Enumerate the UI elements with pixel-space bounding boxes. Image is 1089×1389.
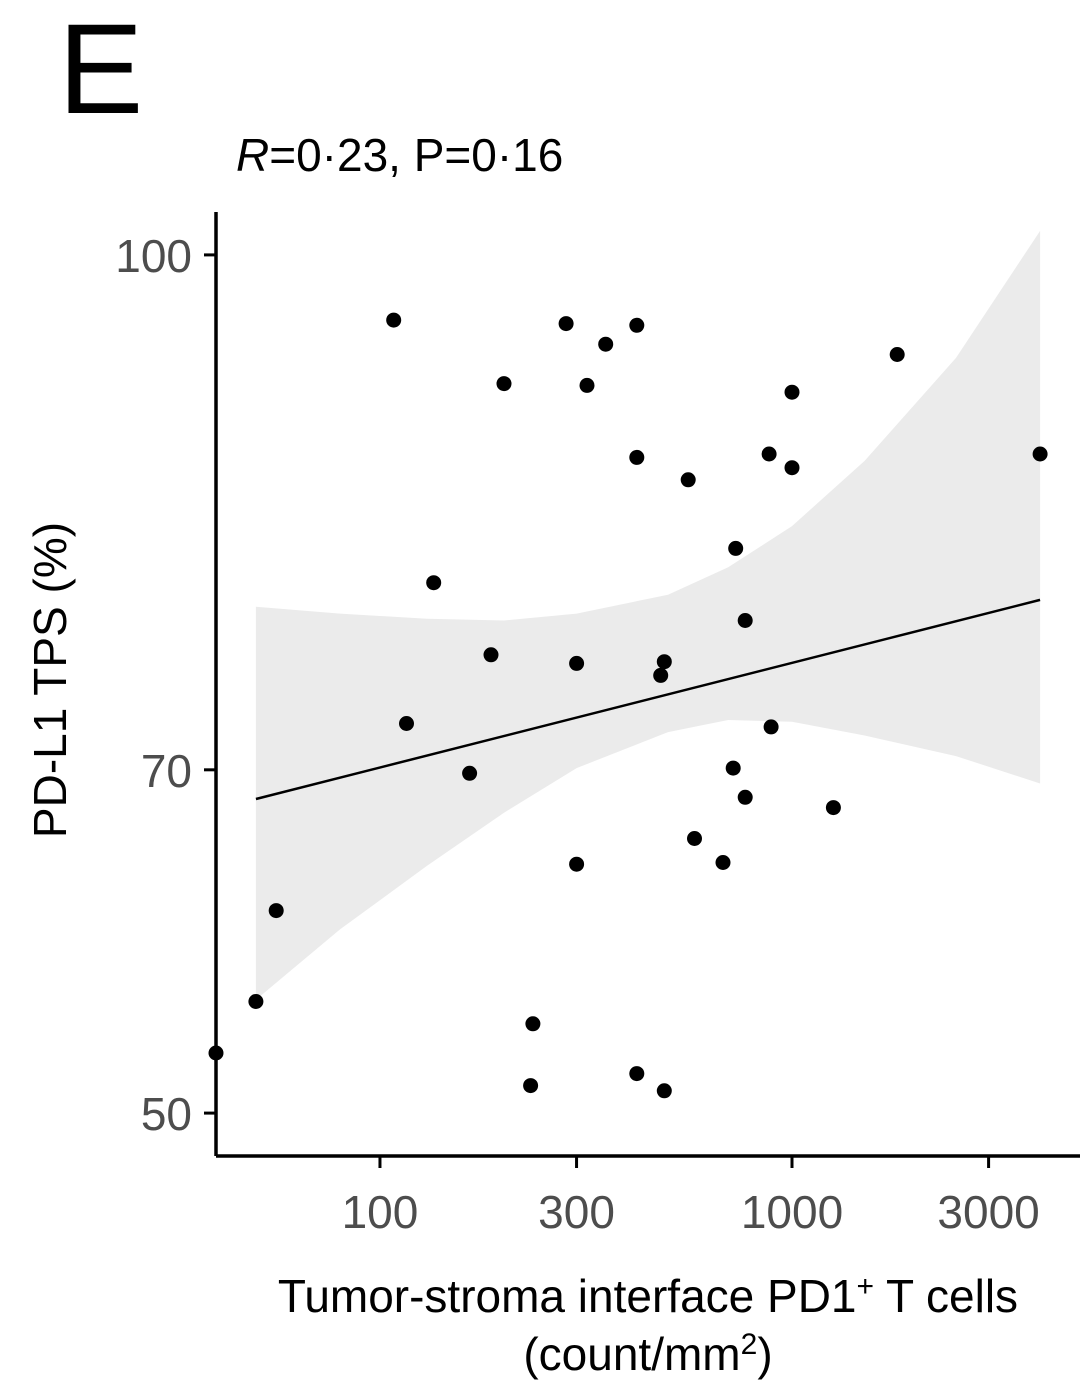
x-tick-label-3000: 3000 [937, 1186, 1039, 1238]
data-point-36 [1032, 446, 1048, 462]
data-point-25 [715, 855, 731, 870]
data-point-17 [629, 317, 645, 333]
y-tick-label-100: 100 [115, 230, 192, 282]
data-point-24 [687, 831, 702, 846]
data-point-28 [737, 613, 753, 628]
x-axis-label-sup: + [857, 1270, 875, 1303]
y-tick-label-70: 70 [141, 745, 192, 797]
confidence-band-layer [255, 230, 1041, 1000]
confidence-band [255, 230, 1041, 1000]
data-point-19 [629, 1066, 645, 1082]
correlation-stats: R=0·23, P=0·16 [236, 128, 563, 182]
data-point-33 [784, 460, 800, 476]
data-point-27 [728, 540, 744, 556]
stats-values: =0·23, P=0·16 [269, 129, 564, 181]
data-point-6 [426, 575, 442, 591]
data-point-3 [268, 903, 284, 919]
data-point-4 [386, 312, 402, 328]
data-point-18 [629, 449, 645, 465]
x-axis-label-main: Tumor-stroma interface PD1 [278, 1270, 857, 1322]
data-point-12 [558, 316, 574, 332]
data-point-11 [523, 1078, 539, 1094]
x-axis-label-end: T cells [874, 1270, 1018, 1322]
data-point-22 [656, 1083, 672, 1099]
data-point-32 [784, 384, 800, 400]
x-tick-label-100: 100 [342, 1186, 419, 1238]
x-axis-unit-post: ) [757, 1328, 772, 1380]
x-tick-label-300: 300 [538, 1186, 615, 1238]
data-point-21 [656, 654, 672, 670]
data-point-16 [598, 336, 614, 352]
data-point-20 [653, 667, 669, 683]
data-point-13 [569, 655, 585, 671]
data-point-7 [462, 765, 478, 781]
y-axis-label: PD-L1 TPS (%) [24, 522, 76, 838]
data-point-23 [680, 472, 696, 488]
data-point-29 [737, 789, 753, 805]
y-tick-label-50: 50 [141, 1088, 192, 1140]
axes: 50 70 100 100 300 1000 3000 [115, 212, 1080, 1238]
r-symbol: R [236, 129, 270, 181]
x-axis-label-line2: (count/mm2) [523, 1328, 772, 1380]
data-point-14 [569, 856, 585, 872]
x-axis-label-line1: Tumor-stroma interface PD1+ T cells [278, 1270, 1018, 1322]
points-layer [208, 312, 1048, 1099]
regression-line [255, 598, 1041, 801]
data-point-5 [399, 716, 414, 731]
data-point-9 [496, 376, 512, 392]
panel-label: E [58, 0, 144, 141]
data-point-15 [579, 377, 595, 393]
x-axis-unit-sup: 2 [741, 1328, 758, 1361]
data-point-10 [525, 1016, 541, 1032]
data-point-34 [825, 800, 841, 816]
data-point-30 [761, 446, 777, 462]
axis-labels: PD-L1 TPS (%) Tumor-stroma interface PD1… [24, 522, 1018, 1380]
data-point-26 [725, 760, 741, 776]
data-point-2 [248, 994, 264, 1009]
fit-line-layer [255, 598, 1041, 801]
data-point-35 [889, 347, 905, 362]
x-axis-unit-pre: (count/mm [523, 1328, 740, 1380]
data-point-31 [763, 719, 779, 735]
data-point-8 [483, 647, 499, 663]
x-tick-label-1000: 1000 [741, 1186, 843, 1238]
